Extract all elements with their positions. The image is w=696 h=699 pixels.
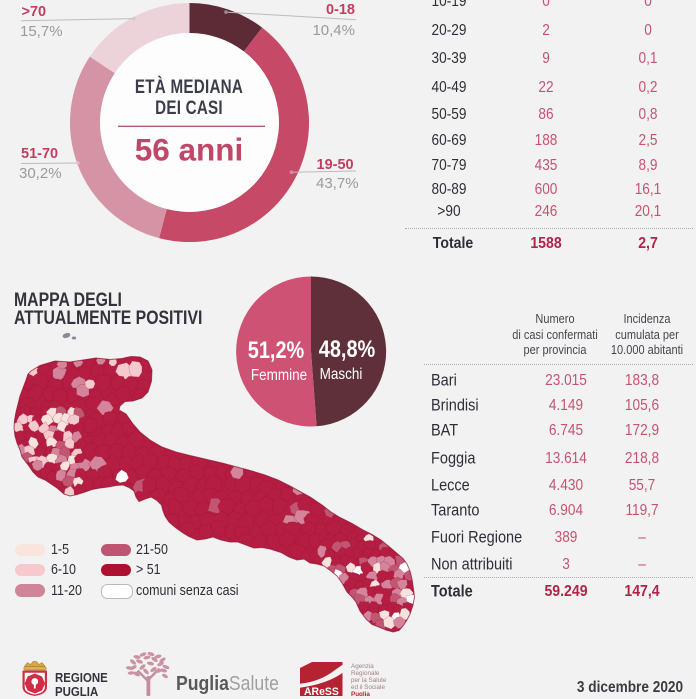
svg-text:Agenzia: Agenzia (351, 663, 374, 670)
svg-text:Puglia: Puglia (351, 691, 370, 696)
svg-text:ed il Sociale: ed il Sociale (351, 684, 385, 691)
svg-text:per la Salute: per la Salute (351, 677, 387, 684)
svg-text:AReSS: AReSS (304, 686, 339, 696)
svg-text:Regionale: Regionale (351, 670, 380, 677)
